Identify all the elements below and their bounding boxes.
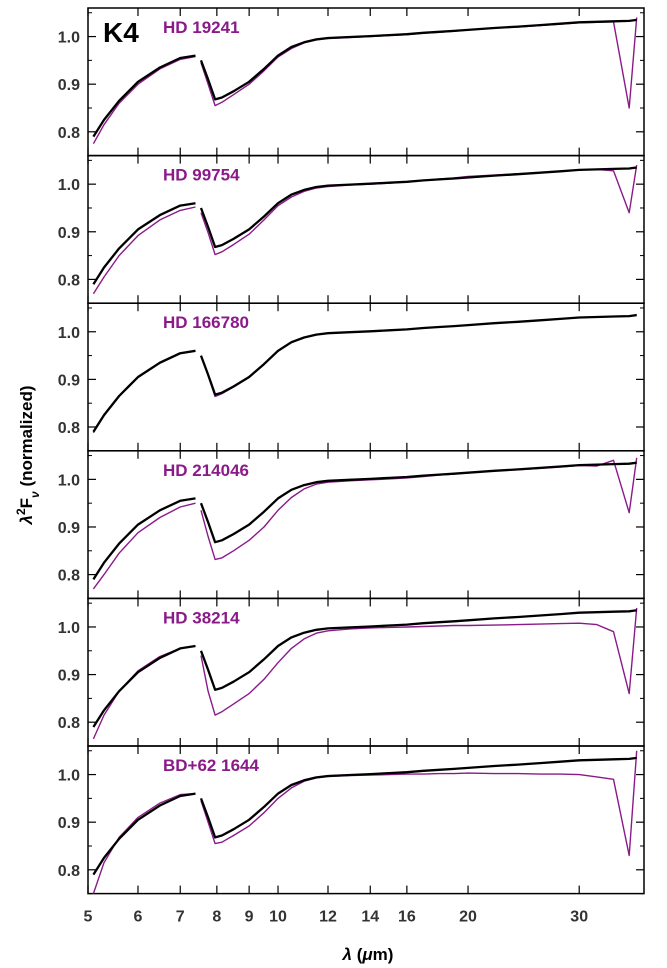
x-tick-label: 16 [398,909,416,926]
x-tick-label: 12 [319,909,337,926]
x-tick-label: 20 [459,909,477,926]
panel: 0.8 0.9 1.0 HD 166780 [58,302,645,452]
y-tick-label: 0.8 [58,568,80,585]
y-tick-label: 0.9 [58,815,80,832]
y-tick-label: 0.8 [58,272,80,289]
star-spectrum-line [92,750,638,894]
y-tick-label: 0.8 [58,125,80,142]
star-name-label: HD 19241 [163,18,240,37]
y-tick-label: 0.9 [58,77,80,94]
y-tick-label: 1.0 [58,472,80,489]
x-axis-title: λ (μm) [342,945,394,964]
x-tick-label: 30 [570,909,588,926]
x-tick-label: 7 [176,909,185,926]
y-tick-label: 1.0 [58,325,80,342]
panel-frame [87,745,645,895]
y-tick-label: 0.9 [58,225,80,242]
y-tick-label: 0.9 [58,520,80,537]
template-spectrum-line [92,609,637,728]
y-tick-label: 0.9 [58,668,80,685]
star-name-label: HD 99754 [163,166,240,185]
star-name-label: HD 166780 [163,313,249,332]
template-spectrum-line [92,461,637,581]
panel: 0.8 0.9 1.0 HD 38214 [58,597,645,747]
y-tick-label: 1.0 [58,620,80,637]
panel: 0.8 0.9 1.0 HD 19241 [58,7,645,157]
template-spectrum-line [92,166,637,285]
star-name-label: HD 38214 [163,608,240,627]
y-tick-label: 0.8 [58,420,80,437]
panel: 0.8 0.9 1.0 HD 99754 [58,154,645,304]
y-tick-label: 0.8 [58,863,80,880]
y-tick-label: 1.0 [58,30,80,47]
y-tick-label: 1.0 [58,177,80,194]
y-tick-label: 0.8 [58,715,80,732]
x-tick-label: 6 [134,909,143,926]
panel: 0.8 0.9 1.0 BD+62 1644 [58,745,645,895]
panels-group: 0.8 0.9 1.0 HD 19241 0.8 0.9 1.0 HD 99754 0.8 0.9… [58,7,645,926]
star-name-label: HD 214046 [163,461,249,480]
y-tick-label: 1.0 [58,768,80,785]
panel: 0.8 0.9 1.0 HD 214046 [58,450,645,600]
x-tick-label: 10 [269,909,287,926]
template-spectrum-line [92,18,637,138]
x-tick-label: 5 [84,909,93,926]
x-tick-label: 8 [212,909,221,926]
y-tick-label: 0.9 [58,372,80,389]
x-tick-label: 14 [361,909,379,926]
star-name-label: BD+62 1644 [163,756,259,775]
template-spectrum-line [92,756,637,876]
x-tick-label: 9 [245,909,254,926]
spectral-type-label: K4 [103,17,139,48]
template-spectrum-line [92,313,637,433]
y-axis-title: λ2Fν (normalized) [14,385,42,525]
